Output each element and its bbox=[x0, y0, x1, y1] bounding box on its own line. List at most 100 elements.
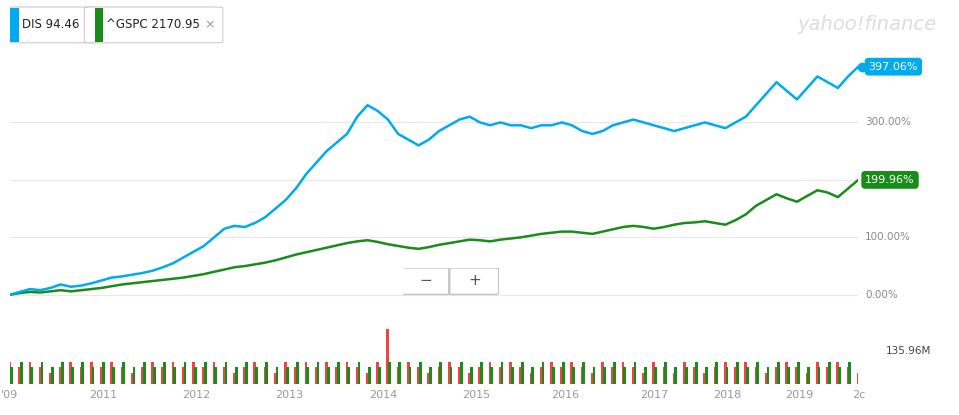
Bar bbox=[143, 362, 146, 384]
Bar bbox=[705, 367, 708, 384]
Bar bbox=[51, 367, 54, 384]
Bar bbox=[59, 367, 62, 384]
Bar bbox=[417, 367, 420, 384]
Bar bbox=[499, 367, 502, 384]
Bar bbox=[275, 367, 278, 384]
Bar bbox=[777, 362, 780, 384]
Bar bbox=[327, 367, 330, 384]
Bar bbox=[110, 362, 113, 384]
Bar bbox=[501, 362, 503, 384]
Bar bbox=[703, 373, 706, 384]
Bar bbox=[785, 362, 788, 384]
Bar bbox=[521, 362, 524, 384]
Bar bbox=[787, 367, 790, 384]
Bar bbox=[386, 329, 389, 384]
Text: 199.96%: 199.96% bbox=[865, 175, 915, 185]
Bar bbox=[634, 362, 637, 384]
Bar bbox=[40, 362, 43, 384]
Bar bbox=[18, 367, 21, 384]
Bar bbox=[419, 362, 422, 384]
Bar bbox=[757, 362, 760, 384]
Bar bbox=[797, 362, 800, 384]
Bar bbox=[153, 367, 155, 384]
Bar bbox=[95, 8, 104, 42]
Bar bbox=[713, 367, 716, 384]
Bar bbox=[315, 367, 317, 384]
Bar bbox=[550, 362, 552, 384]
Bar bbox=[766, 367, 769, 384]
Bar bbox=[10, 367, 12, 384]
Bar bbox=[828, 362, 830, 384]
Bar bbox=[816, 362, 819, 384]
Bar bbox=[100, 367, 103, 384]
Bar bbox=[356, 367, 359, 384]
Bar bbox=[683, 362, 686, 384]
Bar bbox=[38, 367, 41, 384]
Bar bbox=[612, 367, 614, 384]
Bar bbox=[132, 367, 135, 384]
Bar bbox=[152, 362, 154, 384]
Bar bbox=[409, 367, 411, 384]
Bar bbox=[468, 373, 471, 384]
Bar bbox=[204, 362, 207, 384]
Bar bbox=[121, 367, 124, 384]
Bar bbox=[336, 367, 339, 384]
Bar bbox=[20, 362, 23, 384]
Bar bbox=[163, 362, 166, 384]
Bar bbox=[141, 367, 144, 384]
Text: 0.00%: 0.00% bbox=[865, 290, 898, 300]
Bar bbox=[715, 362, 718, 384]
Bar bbox=[480, 362, 483, 384]
Bar bbox=[123, 362, 125, 384]
Bar bbox=[601, 362, 604, 384]
Bar bbox=[775, 367, 778, 384]
Bar bbox=[347, 367, 350, 384]
Bar bbox=[316, 362, 319, 384]
Text: 300.00%: 300.00% bbox=[865, 117, 911, 127]
Text: 200.00%: 200.00% bbox=[865, 175, 911, 185]
Bar bbox=[573, 367, 575, 384]
Text: 2c: 2c bbox=[852, 390, 865, 400]
Text: −: − bbox=[419, 273, 432, 288]
Bar bbox=[397, 367, 399, 384]
Bar bbox=[520, 367, 522, 384]
Bar bbox=[213, 362, 216, 384]
Text: 2015: 2015 bbox=[462, 390, 490, 400]
Bar bbox=[818, 367, 821, 384]
Bar bbox=[112, 367, 115, 384]
Bar bbox=[736, 362, 738, 384]
Bar bbox=[458, 367, 460, 384]
Bar bbox=[726, 367, 729, 384]
Bar bbox=[174, 367, 176, 384]
Text: yahoo!​finance: yahoo!​finance bbox=[798, 15, 937, 34]
Bar bbox=[847, 367, 850, 384]
Bar bbox=[826, 367, 829, 384]
Bar bbox=[29, 362, 32, 384]
Bar bbox=[264, 367, 267, 384]
Bar bbox=[407, 362, 409, 384]
Text: 2014: 2014 bbox=[369, 390, 397, 400]
Bar bbox=[172, 362, 175, 384]
Bar bbox=[685, 367, 688, 384]
Text: 2016: 2016 bbox=[551, 390, 579, 400]
Bar bbox=[746, 367, 749, 384]
Bar bbox=[366, 373, 369, 384]
Bar bbox=[235, 367, 238, 384]
Bar bbox=[429, 367, 432, 384]
Text: 135.96M: 135.96M bbox=[886, 346, 931, 356]
Bar bbox=[858, 367, 861, 384]
Bar bbox=[654, 367, 657, 384]
Bar bbox=[531, 367, 534, 384]
Bar bbox=[182, 367, 185, 384]
Bar bbox=[489, 362, 491, 384]
Bar bbox=[202, 367, 205, 384]
Bar bbox=[603, 367, 606, 384]
Bar bbox=[632, 367, 635, 384]
Bar bbox=[367, 367, 370, 384]
Text: 2017: 2017 bbox=[641, 390, 668, 400]
Bar bbox=[284, 362, 287, 384]
Bar bbox=[184, 362, 186, 384]
Bar bbox=[194, 367, 197, 384]
Bar bbox=[130, 373, 133, 384]
Bar bbox=[693, 367, 696, 384]
